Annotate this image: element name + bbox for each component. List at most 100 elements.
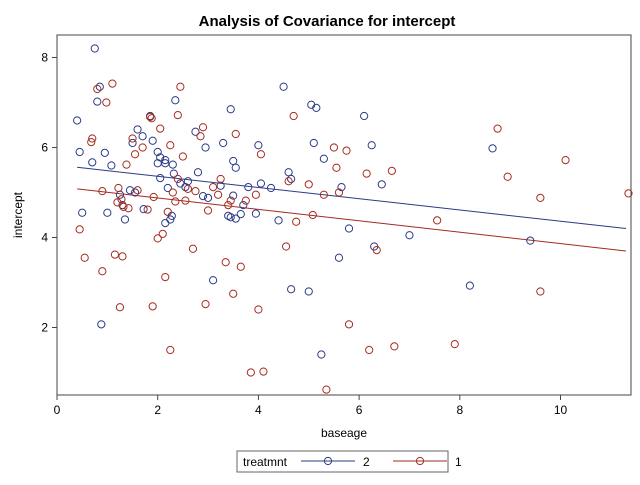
data-point-series-1 — [128, 134, 137, 143]
data-point-series-2 — [128, 138, 137, 148]
data-point-series-1 — [161, 273, 170, 282]
data-point-series-1 — [98, 267, 107, 276]
x-axis-label: baseage — [321, 426, 367, 440]
data-point-series-1 — [178, 152, 187, 161]
data-point-series-1 — [201, 300, 210, 309]
data-point-series-1 — [319, 190, 328, 199]
legend-marker-series-1 — [415, 456, 425, 466]
data-point-series-2 — [266, 183, 276, 193]
data-point-series-1 — [256, 150, 266, 159]
data-point-series-1 — [88, 134, 97, 143]
data-point-series-2 — [231, 214, 240, 223]
data-point-series-1 — [390, 342, 399, 351]
data-point-series-2 — [153, 147, 162, 157]
data-point-series-2 — [312, 103, 321, 113]
fit-lines — [77, 166, 627, 252]
data-point-series-1 — [229, 289, 238, 298]
data-point-series-1 — [93, 84, 102, 94]
data-point-series-1 — [148, 302, 157, 311]
data-point-series-2 — [97, 320, 106, 329]
data-point-series-2 — [319, 154, 328, 163]
data-point-series-2 — [90, 44, 99, 53]
data-point-series-2 — [251, 209, 260, 218]
data-point-series-2 — [360, 111, 369, 121]
data-point-series-2 — [304, 287, 313, 296]
data-point-series-2 — [309, 138, 318, 148]
data-point-series-2 — [244, 183, 253, 192]
data-point-series-2 — [93, 97, 102, 106]
data-point-series-2 — [229, 156, 238, 166]
x-tick-label: 8 — [456, 403, 463, 417]
data-point-series-2 — [163, 183, 172, 193]
y-tick-label: 6 — [41, 141, 48, 155]
data-point-series-2 — [279, 82, 288, 91]
data-point-series-2 — [73, 116, 82, 125]
data-point-series-1 — [166, 141, 175, 150]
x-tick-label: 4 — [255, 403, 262, 417]
data-point-series-2 — [317, 350, 326, 359]
data-point-series-2 — [166, 215, 175, 224]
data-point-series-1 — [166, 345, 175, 355]
data-point-series-1 — [221, 258, 230, 267]
data-point-series-1 — [304, 180, 313, 189]
data-point-series-1 — [450, 340, 459, 349]
data-point-series-1 — [181, 196, 190, 205]
data-point-series-2 — [334, 253, 344, 262]
data-point-series-2 — [405, 231, 414, 240]
plot-area-frame — [56, 34, 632, 396]
data-point-series-2 — [344, 224, 354, 233]
data-point-series-1 — [241, 196, 250, 205]
data-point-series-2 — [219, 138, 228, 148]
data-point-series-2 — [115, 190, 125, 199]
data-point-series-1 — [87, 138, 96, 147]
data-point-series-2 — [103, 208, 112, 217]
data-point-series-2 — [488, 144, 497, 153]
data-point-series-1 — [117, 195, 126, 204]
data-point-series-2 — [229, 191, 238, 200]
data-point-series-1 — [284, 177, 293, 186]
data-point-series-1 — [493, 124, 502, 133]
data-point-series-1 — [216, 174, 225, 184]
data-point-series-1 — [362, 169, 371, 178]
data-point-series-1 — [158, 229, 167, 238]
data-point-series-1 — [329, 143, 339, 152]
data-point-series-2 — [139, 205, 148, 214]
data-point-series-1 — [208, 183, 218, 192]
data-point-series-1 — [308, 210, 317, 220]
legend-entry-label: 1 — [455, 455, 462, 469]
data-point-series-2 — [88, 158, 97, 167]
y-tick-label: 8 — [41, 51, 48, 65]
data-point-series-1 — [387, 166, 396, 175]
data-point-series-1 — [365, 345, 374, 355]
data-point-series-1 — [173, 111, 182, 120]
data-point-series-1 — [196, 132, 205, 141]
data-point-series-2 — [156, 174, 165, 183]
data-point-series-1 — [149, 192, 158, 202]
data-point-series-2 — [236, 210, 245, 219]
data-point-series-1 — [168, 188, 177, 197]
data-point-series-2 — [377, 180, 386, 189]
data-point-series-1 — [503, 172, 512, 181]
x-axis: 0 2 4 6 8 10 — [54, 395, 568, 417]
data-point-series-1 — [138, 143, 147, 152]
data-point-series-2 — [287, 285, 296, 294]
data-point-series-2 — [183, 177, 193, 186]
points-layer — [73, 44, 633, 394]
data-point-series-2 — [95, 82, 104, 91]
data-point-series-2 — [274, 216, 283, 225]
data-point-series-2 — [107, 161, 116, 170]
data-point-series-1 — [203, 206, 213, 215]
data-point-series-1 — [114, 183, 123, 193]
data-point-series-1 — [259, 367, 268, 376]
fit-line-series-1 — [77, 188, 627, 252]
data-point-series-2 — [148, 136, 157, 145]
data-point-series-1 — [146, 112, 155, 122]
data-point-series-1 — [214, 190, 223, 199]
data-point-series-1 — [143, 205, 152, 214]
data-point-series-1 — [176, 82, 185, 91]
data-point-series-2 — [168, 160, 177, 169]
data-point-series-2 — [526, 236, 535, 245]
data-point-series-2 — [337, 183, 346, 192]
data-point-series-2 — [203, 193, 213, 202]
